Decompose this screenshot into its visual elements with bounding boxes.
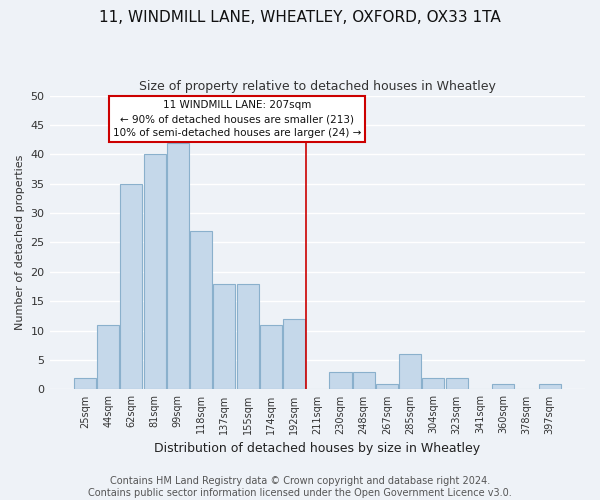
Bar [74,378,96,390]
Bar [283,319,305,390]
Bar [143,154,166,390]
Bar [492,384,514,390]
Bar [539,384,560,390]
Title: Size of property relative to detached houses in Wheatley: Size of property relative to detached ho… [139,80,496,93]
Text: 11, WINDMILL LANE, WHEATLEY, OXFORD, OX33 1TA: 11, WINDMILL LANE, WHEATLEY, OXFORD, OX3… [99,10,501,25]
Bar [121,184,142,390]
Bar [446,378,468,390]
Bar [399,354,421,390]
Bar [376,384,398,390]
Bar [213,284,235,390]
Bar [167,142,189,390]
X-axis label: Distribution of detached houses by size in Wheatley: Distribution of detached houses by size … [154,442,481,455]
Bar [329,372,352,390]
Y-axis label: Number of detached properties: Number of detached properties [15,155,25,330]
Bar [97,325,119,390]
Bar [190,230,212,390]
Text: 11 WINDMILL LANE: 207sqm
← 90% of detached houses are smaller (213)
10% of semi-: 11 WINDMILL LANE: 207sqm ← 90% of detach… [113,100,361,138]
Bar [260,325,282,390]
Bar [353,372,375,390]
Text: Contains HM Land Registry data © Crown copyright and database right 2024.
Contai: Contains HM Land Registry data © Crown c… [88,476,512,498]
Bar [236,284,259,390]
Bar [422,378,445,390]
